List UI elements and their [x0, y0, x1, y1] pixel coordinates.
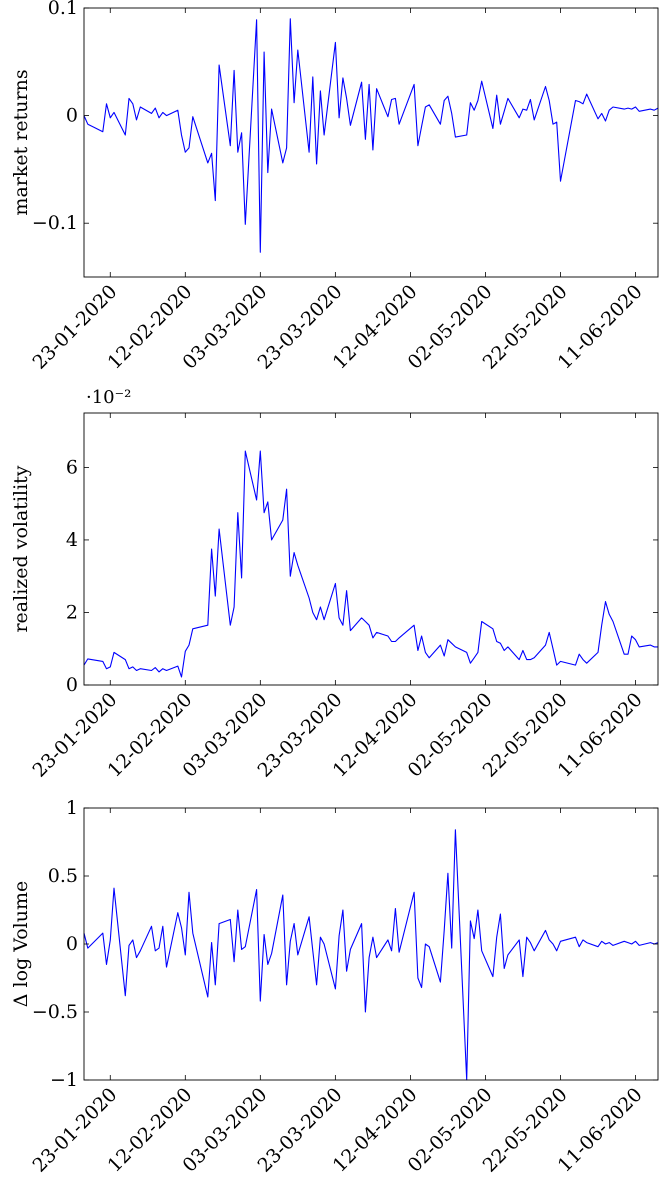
y-tick-label: 6 — [66, 456, 78, 478]
y-tick-label: 2 — [66, 601, 78, 623]
plot-frame — [83, 7, 659, 278]
y-tick-label: −1 — [50, 1069, 78, 1091]
y-tick-label: 0 — [66, 674, 78, 696]
chart-panel-2: 024623-01-202012-02-202003-03-202023-03-… — [10, 387, 659, 782]
plot-frame — [83, 412, 659, 686]
y-axis-label: realized volatility — [10, 465, 32, 632]
y-tick-label: −0.1 — [32, 212, 78, 234]
chart-panel-3: −1−0.500.5123-01-202012-02-202003-03-202… — [10, 797, 659, 1177]
y-tick-label: −0.5 — [32, 1001, 78, 1023]
series-line-3 — [83, 829, 659, 1081]
plot-frame — [83, 807, 659, 1081]
series-line-1 — [83, 18, 659, 253]
y-tick-label: 0.5 — [48, 865, 78, 887]
y-tick-label: 4 — [66, 529, 78, 551]
y-tick-label: 0 — [66, 933, 78, 955]
y-axis-label: market returns — [10, 69, 32, 215]
series-line-2 — [83, 450, 658, 678]
y-axis-label: Δ log Volume — [10, 881, 32, 1007]
y-tick-label: 0.1 — [48, 0, 78, 19]
y-scale-multiplier: ·10⁻² — [86, 387, 131, 408]
y-tick-label: 0 — [66, 105, 78, 127]
chart-panel-1: −0.100.123-01-202012-02-202003-03-202023… — [10, 0, 659, 374]
y-tick-label: 1 — [66, 797, 78, 819]
